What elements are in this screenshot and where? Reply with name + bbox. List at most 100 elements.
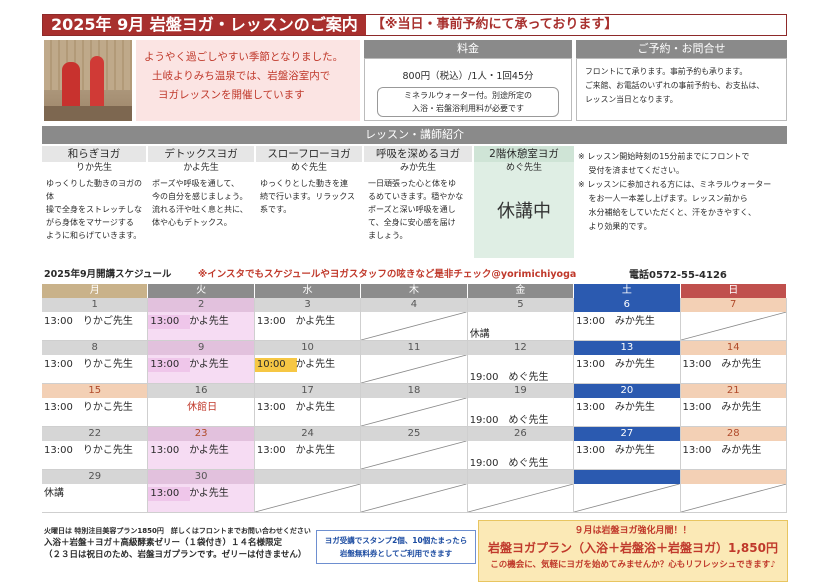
lesson-status: 休講中 bbox=[497, 201, 551, 222]
day-number: 24 bbox=[254, 427, 361, 441]
schedule-title: 2025年9月開講スケジュール bbox=[44, 269, 172, 280]
calendar-day: 21 13:00 みか先生 bbox=[680, 384, 787, 427]
calendar-day bbox=[467, 470, 575, 513]
campaign-plan: 岩盤ヨガプラン（入浴＋岩盤浴＋岩盤ヨガ）1,850円 bbox=[488, 541, 778, 555]
calendar-day: 30 13:00 かよ先生 bbox=[148, 470, 255, 513]
no-lesson-slash bbox=[254, 484, 361, 512]
lesson-desc-line: 体や心もデトックス。 bbox=[152, 218, 232, 227]
lesson-desc: ゆっくりとした動きを連 続で行います。リラックス 系です。 bbox=[256, 175, 362, 216]
lesson-desc-line: 今の自分を感じましょう。 bbox=[152, 192, 248, 201]
calendar-weeks: 1 13:00 りかご先生 2 13:00 かよ先生 3 13:00 かよ先生 4 5 休講 6 1… bbox=[42, 298, 787, 513]
weekday-label: 火 bbox=[148, 284, 255, 298]
lesson-event: 13:00 かよ先生 bbox=[148, 358, 254, 372]
instagram-note: ※インスタでもスケジュールやヨガスタッフの呟きなど是非チェック@yorimich… bbox=[198, 269, 577, 280]
lesson-event: 19:00 めぐ先生 bbox=[469, 415, 549, 426]
calendar-day: 8 13:00 りかこ先生 bbox=[42, 341, 149, 384]
calendar-day bbox=[680, 470, 787, 513]
day-number: 27 bbox=[574, 427, 680, 441]
calendar-day bbox=[254, 470, 362, 513]
reservation-box: フロントにて承ります。事前予約も承ります。 ご来館、お電話のいずれの事前予約も、… bbox=[576, 58, 787, 121]
no-lesson-slash bbox=[361, 484, 467, 512]
day-number: 13 bbox=[574, 341, 680, 355]
note-line: 水分補給をしていただくと、汗をかきやすく、 bbox=[578, 208, 756, 217]
calendar-day: 11 bbox=[361, 341, 468, 384]
no-lesson-slash bbox=[361, 312, 467, 340]
calendar-day: 13 13:00 みか先生 bbox=[574, 341, 681, 384]
page-title: 2025年 9月 岩盤ヨガ・レッスンのご案内 bbox=[43, 15, 366, 35]
lesson-desc-line: ポーズや呼吸を通して、 bbox=[152, 179, 239, 188]
lesson-card: デトックスヨガ かよ先生 ポーズや呼吸を通して、 今の自分を感じましょう。 流れ… bbox=[148, 146, 254, 258]
weekday-label: 水 bbox=[254, 284, 362, 298]
lesson-event: 休講 bbox=[44, 488, 64, 499]
calendar-day: 19 19:00 めぐ先生 bbox=[467, 384, 575, 427]
lesson-card: 和らぎヨガ りか先生 ゆっくりした動きのヨガの体 操で全身をストレッチしな がら… bbox=[42, 146, 146, 258]
lesson-event: 13:00 りかこ先生 bbox=[44, 359, 133, 370]
price-box: 800円（税込）/1人・1回45分 ミネラルウォーター付。別途所定の 入浴・岩盤… bbox=[364, 58, 572, 121]
calendar-week: 22 13:00 りかこ先生 23 13:00 かよ先生 24 13:00 かよ先生 25 2… bbox=[42, 427, 787, 470]
footer-line: 入浴＋岩盤＋ヨガ＋高級酵素ゼリー（１袋付き）１４名様限定 bbox=[44, 538, 283, 548]
day-number: 6 bbox=[574, 298, 680, 312]
lesson-desc-line: がら身体をマサージする bbox=[46, 218, 134, 227]
lesson-event: 13:00 かよ先生 bbox=[256, 445, 336, 456]
lesson-teacher: みか先生 bbox=[399, 163, 436, 173]
calendar-day: 16 休館日 bbox=[148, 384, 255, 427]
calendar-day: 10 10:00 かよ先生 bbox=[254, 341, 362, 384]
intro-line: ようやく過ごしやすい季節となりました。 bbox=[144, 51, 344, 63]
reservation-line: レッスン当日となります。 bbox=[585, 95, 678, 104]
day-number: 22 bbox=[42, 427, 148, 441]
note-line: ※ レッスンに参加される方には、ミネラルウォーター bbox=[578, 180, 772, 189]
footer-line: 岩盤無料券としてご利用できます bbox=[339, 549, 453, 558]
lesson-desc-line: ましょう。 bbox=[368, 231, 408, 240]
lesson-desc-line: ように和らげていきます。 bbox=[46, 231, 142, 240]
no-lesson-slash bbox=[574, 484, 680, 512]
day-number: 9 bbox=[148, 341, 254, 355]
lesson-desc-line: 一日頑張った心と体をゆ bbox=[368, 179, 456, 188]
lesson-name: 2階休憩室ヨガ bbox=[474, 146, 574, 162]
header-bar: 2025年 9月 岩盤ヨガ・レッスンのご案内 【※当日・事前予約にて承っておりま… bbox=[42, 14, 787, 36]
calendar-day: 18 bbox=[361, 384, 468, 427]
day-number: 15 bbox=[42, 384, 148, 398]
calendar-day: 29 休講 bbox=[42, 470, 149, 513]
weekday-label: 月 bbox=[42, 284, 149, 298]
lesson-event: 19:00 めぐ先生 bbox=[469, 458, 549, 469]
calendar-day: 4 bbox=[361, 298, 468, 341]
tuesday-plan-note: 火曜日は 特別注目美容プラン1850円 詳しくはフロントまでお問い合わせください… bbox=[44, 526, 314, 561]
weekday-label: 土 bbox=[574, 284, 681, 298]
note-line: ※ レッスン開始時刻の15分前までにフロントで bbox=[578, 152, 750, 161]
lesson-desc: 一日頑張った心と体をゆ るめていきます。穏やかな ポーズと深い呼吸を通し て、全… bbox=[364, 175, 472, 242]
lesson-event: 13:00 かよ先生 bbox=[150, 445, 229, 456]
note-line: をお一人一本差し上げます。レッスン前から bbox=[578, 194, 748, 203]
lesson-event: 13:00 みか先生 bbox=[682, 359, 762, 370]
calendar-day: 22 13:00 りかこ先生 bbox=[42, 427, 149, 470]
day-number: 25 bbox=[361, 427, 467, 441]
calendar-week: 15 13:00 りかこ先生 16 休館日 17 13:00 かよ先生 18 19 19:00 … bbox=[42, 384, 787, 427]
lesson-name: スローフローヨガ bbox=[256, 146, 362, 162]
price-detail-line: ミネラルウォーター付。別途所定の bbox=[404, 91, 532, 100]
calendar-day: 9 13:00 かよ先生 bbox=[148, 341, 255, 384]
no-lesson-slash bbox=[680, 312, 786, 340]
day-number: 19 bbox=[467, 384, 574, 398]
day-number: 20 bbox=[574, 384, 680, 398]
lesson-desc-line: 流れる汗や吐く息と共に、 bbox=[152, 205, 248, 214]
calendar-day: 24 13:00 かよ先生 bbox=[254, 427, 362, 470]
lesson-card: 呼吸を深めるヨガ みか先生 一日頑張った心と体をゆ るめていきます。穏やかな ポ… bbox=[364, 146, 472, 258]
lesson-desc-line: て、全身に安心感を届け bbox=[368, 218, 456, 227]
calendar-day: 25 bbox=[361, 427, 468, 470]
calendar-day: 15 13:00 りかこ先生 bbox=[42, 384, 149, 427]
lesson-desc: ポーズや呼吸を通して、 今の自分を感じましょう。 流れる汗や吐く息と共に、 体や… bbox=[148, 175, 254, 229]
campaign-box: ９月は岩盤ヨガ強化月間！！ 岩盤ヨガプラン（入浴＋岩盤浴＋岩盤ヨガ）1,850円… bbox=[478, 520, 788, 582]
day-number: 28 bbox=[680, 427, 786, 441]
calendar-day: 2 13:00 かよ先生 bbox=[148, 298, 255, 341]
lesson-desc-line: 操で全身をストレッチしな bbox=[46, 205, 142, 214]
calendar-day bbox=[361, 470, 468, 513]
weekday-label: 木 bbox=[361, 284, 468, 298]
lesson-event: 13:00 りかこ先生 bbox=[44, 445, 133, 456]
lesson-event: 19:00 めぐ先生 bbox=[469, 372, 549, 383]
lesson-desc-line: ゆっくりした動きのヨガの体 bbox=[46, 179, 142, 201]
day-number: 12 bbox=[467, 341, 574, 355]
day-number: 2 bbox=[148, 298, 254, 312]
day-number bbox=[467, 470, 574, 484]
day-number: 29 bbox=[42, 470, 148, 484]
lesson-name: 呼吸を深めるヨガ bbox=[364, 146, 472, 162]
yoga-photo bbox=[44, 40, 132, 121]
